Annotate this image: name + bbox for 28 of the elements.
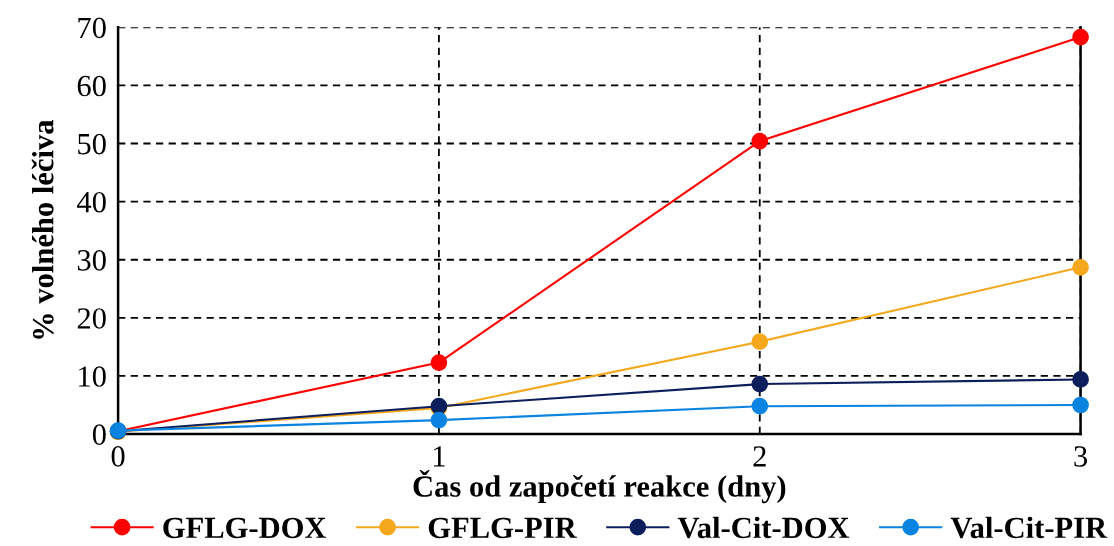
point [1072,28,1089,46]
x-tick-label: 2 [753,446,766,467]
point [430,354,448,371]
x-tick-label: 1 [433,446,445,467]
y-tick-label: 20 [77,308,106,329]
point [751,132,769,150]
y-tick-label: 70 [78,17,106,39]
point [1072,258,1089,276]
y-tick-label: 0 [92,424,106,445]
legend-label: Val-Cit-DOX [677,516,850,539]
legend-label: Val-Cit-PIR [950,516,1108,539]
y-tick-label: 10 [79,366,106,387]
point [751,397,769,415]
y-tick-label: 40 [77,191,106,213]
point [751,375,769,393]
y-tick-label: 30 [77,250,106,271]
point [751,333,769,351]
y-tick-label: 50 [78,133,106,155]
y-axis-title: % volného léčiva [31,119,54,339]
x-tick-label: 3 [1074,446,1088,467]
point [430,411,448,429]
legend-label: GFLG-PIR [428,517,577,539]
legend-label: GFLG-DOX [163,517,327,539]
y-tick-label: 60 [77,75,106,97]
x-tick-label: 0 [111,446,125,467]
point [1072,396,1089,414]
point [1072,371,1089,388]
x-axis-title: Čas od započetí reakce (dny) [413,470,786,504]
